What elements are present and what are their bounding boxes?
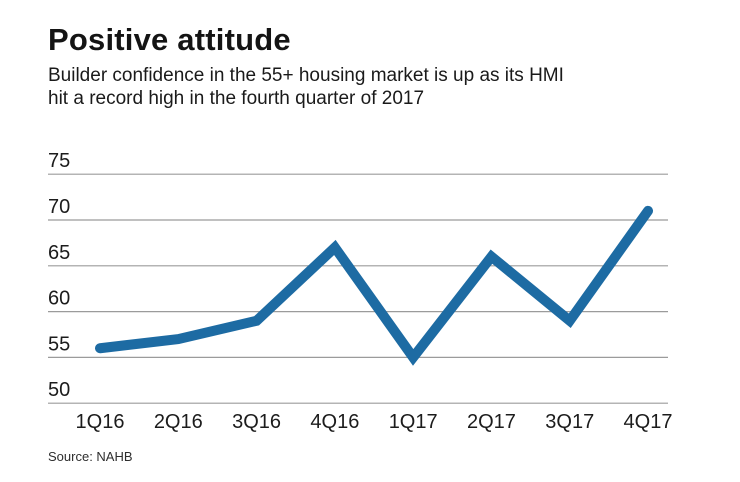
chart-title: Positive attitude [48, 22, 291, 57]
x-axis-tick-label: 3Q16 [232, 411, 281, 433]
chart-header: Positive attitude Builder confidence in … [48, 22, 564, 110]
y-axis-tick-label: 50 [48, 379, 70, 401]
y-axis-tick-label: 65 [48, 242, 70, 264]
x-axis-tick-label: 1Q17 [389, 411, 438, 433]
x-axis-tick-label: 4Q16 [310, 411, 359, 433]
x-axis-tick-label: 2Q17 [467, 411, 516, 433]
y-axis-tick-label: 70 [48, 196, 70, 218]
x-axis-tick-label: 1Q16 [76, 411, 125, 433]
chart-subtitle: Builder confidence in the 55+ housing ma… [48, 64, 564, 110]
y-axis-tick-label: 75 [48, 150, 70, 172]
hmi-series-line [95, 205, 654, 366]
source-label: Source: NAHB [48, 449, 133, 464]
x-axis-tick-label: 3Q17 [545, 411, 594, 433]
y-axis-tick-label: 55 [48, 333, 70, 355]
x-axis-tick-label: 4Q17 [624, 411, 673, 433]
y-axis-tick-label: 60 [48, 288, 70, 310]
x-axis-tick-label: 2Q16 [154, 411, 203, 433]
chart-subtitle-line-1: Builder confidence in the 55+ housing ma… [48, 65, 564, 86]
chart-subtitle-line-2: hit a record high in the fourth quarter … [48, 88, 425, 109]
